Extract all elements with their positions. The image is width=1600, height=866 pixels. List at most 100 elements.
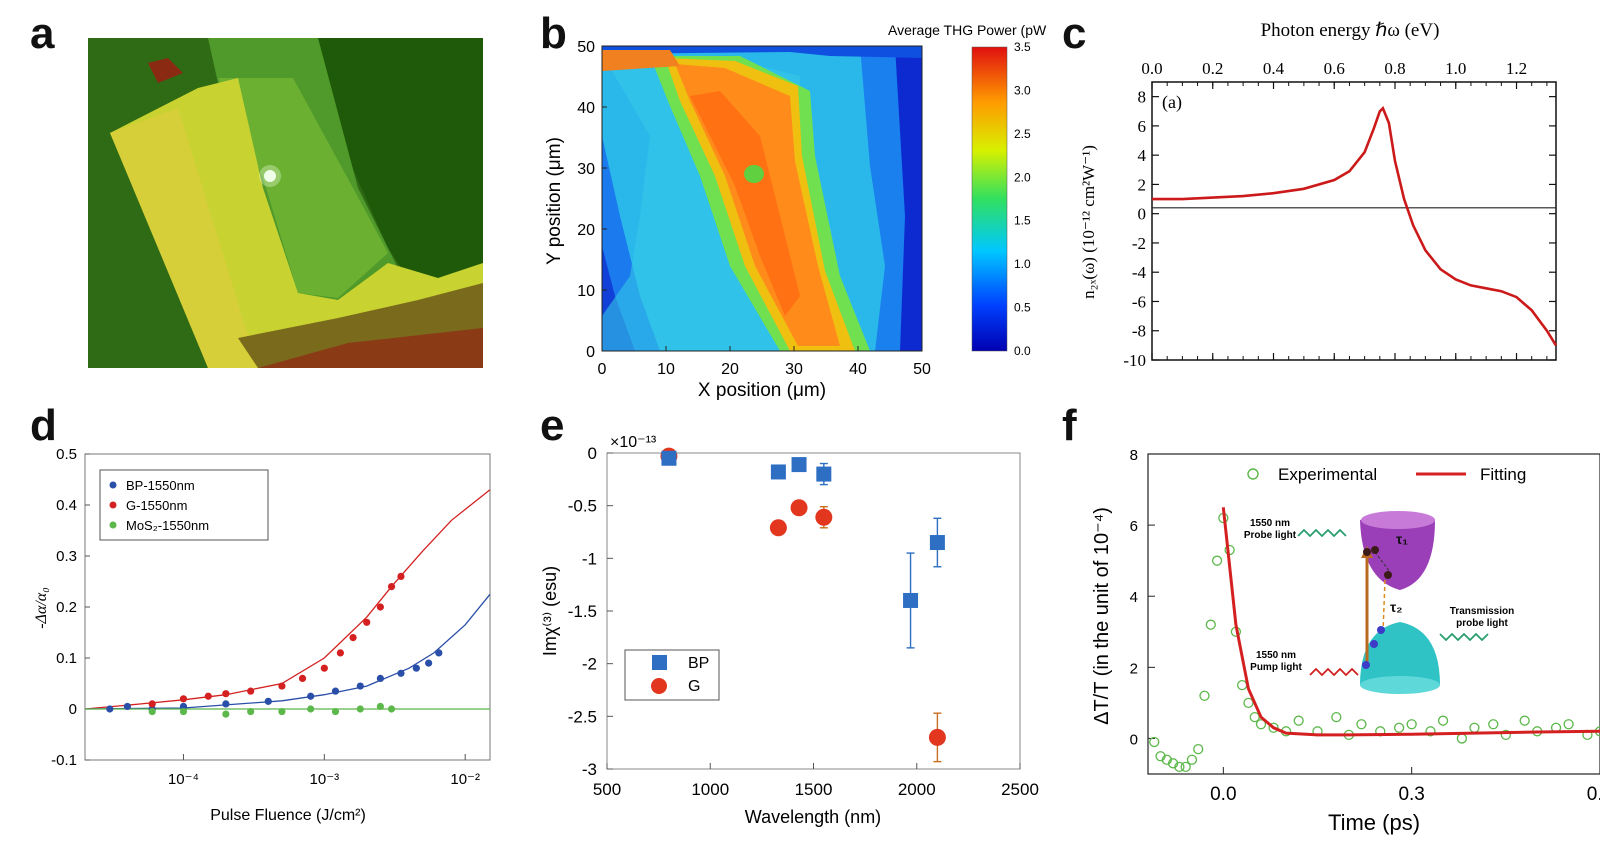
x-tick-label: 0.6 xyxy=(1587,784,1600,805)
y-tick-label: 6 xyxy=(1130,518,1138,535)
colorbar-tick-label: 2.5 xyxy=(1014,127,1031,141)
legend: BP-1550nm G-1550nm MoS₂-1550nm xyxy=(99,469,269,541)
data-point-experimental xyxy=(1255,719,1267,730)
data-points xyxy=(106,572,443,718)
x-tick-label: 20 xyxy=(721,361,739,378)
data-point-experimental xyxy=(1243,697,1254,709)
panel-label-d: d xyxy=(30,401,57,450)
optical-micrograph xyxy=(88,38,483,368)
y-tick-label: 0.4 xyxy=(56,497,77,514)
panel-label-b: b xyxy=(540,9,567,58)
data-point-experimental xyxy=(1356,719,1367,730)
y-tick-label: 8 xyxy=(1138,88,1147,107)
data-point-g xyxy=(148,700,156,708)
legend-fitting: Fitting xyxy=(1480,465,1526,484)
data-point-g xyxy=(349,634,357,642)
data-point-experimental xyxy=(1293,715,1304,726)
x-tick-label: 0.0 xyxy=(1210,784,1236,805)
data-point-bp xyxy=(770,464,786,480)
legend-experimental: Experimental xyxy=(1278,465,1377,484)
x-axis-ticks: 0.0 0.3 0.6 xyxy=(1210,767,1600,805)
data-point-bp xyxy=(929,535,945,551)
data-point-experimental xyxy=(1193,743,1204,755)
data-point-experimental xyxy=(1161,754,1172,765)
data-point-g xyxy=(336,649,344,657)
y-tick-label: -3 xyxy=(582,760,597,779)
x-axis-ticks: 10⁻⁴ 10⁻³ 10⁻² xyxy=(168,754,480,788)
data-point-experimental xyxy=(1268,722,1279,733)
transmission-wave xyxy=(1439,632,1489,642)
data-point-experimental xyxy=(1211,555,1223,566)
y-axis-ticks: 8 6 4 2 0 xyxy=(1130,447,1155,748)
x-tick-label: 1500 xyxy=(795,780,833,799)
x-tick-label: 10 xyxy=(657,361,675,378)
x-axis-label: Pulse Fluence (J/cm²) xyxy=(210,807,366,824)
y-tick-label: -10 xyxy=(1123,351,1146,370)
data-points xyxy=(660,447,946,763)
probe-label-1: 1550 nm xyxy=(1250,518,1290,529)
panel-label-f: f xyxy=(1062,401,1077,450)
panel-label-a: a xyxy=(30,9,55,58)
data-point-g xyxy=(204,692,212,700)
data-point-mos2 xyxy=(376,702,384,711)
legend: Experimental Fitting xyxy=(1247,465,1526,484)
y-tick-label: 2 xyxy=(1130,660,1138,677)
data-point-g xyxy=(222,690,230,698)
y-tick-label: -2.5 xyxy=(568,707,597,726)
data-point-experimental xyxy=(1500,729,1511,741)
data-point-bp xyxy=(376,674,384,682)
data-point-bp xyxy=(356,682,364,690)
colorbar-tick-label: 3.5 xyxy=(1014,40,1031,54)
x-tick-label: 500 xyxy=(593,780,621,799)
multiplier-label: ×10⁻¹³ xyxy=(610,434,657,451)
y-tick-label: 0.5 xyxy=(56,446,77,463)
y-axis-ticks: 0 -0.5 -1 -1.5 -2 -2.5 -3 xyxy=(568,444,613,779)
x-tick-label: 0 xyxy=(598,361,607,378)
data-point-bp xyxy=(264,697,272,705)
y-tick-label: 0.3 xyxy=(56,548,77,565)
data-point-bp xyxy=(397,669,405,677)
inset-label: (a) xyxy=(1162,92,1182,113)
data-point-g xyxy=(376,603,384,611)
y-axis-ticks: 0 10 20 30 40 50 xyxy=(577,39,607,361)
x-axis-label: Wavelength (nm) xyxy=(745,807,881,827)
x-tick-label: 40 xyxy=(849,361,867,378)
data-point-bp xyxy=(903,592,919,608)
x-axis-label: Time (ps) xyxy=(1328,810,1420,835)
x-axis-ticks: 500 1000 1500 2000 2500 xyxy=(593,763,1039,799)
data-point-bp xyxy=(307,692,315,700)
y-axis-label: ΔT/T (in the unit of 10⁻⁴) xyxy=(1091,507,1113,725)
legend-bp: BP xyxy=(688,655,709,672)
data-point-bp xyxy=(331,687,340,695)
data-point-bp xyxy=(425,659,433,667)
x-tick-label: 0.3 xyxy=(1398,784,1424,805)
x-tick-label: 0.0 xyxy=(1141,59,1162,78)
n2x-curve xyxy=(1152,106,1558,347)
data-point-mos2 xyxy=(331,707,340,716)
colorbar-tick-label: 0.0 xyxy=(1014,344,1031,358)
data-point-mos2 xyxy=(278,707,286,716)
data-point-g xyxy=(387,583,396,591)
colorbar xyxy=(971,46,1008,352)
data-point-experimental xyxy=(1469,722,1480,733)
data-point-g xyxy=(179,695,188,703)
y-tick-label: -0.5 xyxy=(568,497,597,516)
y-tick-label: 4 xyxy=(1130,589,1138,606)
data-point-g xyxy=(278,682,286,690)
data-point-experimental xyxy=(1456,733,1468,744)
colorbar-tick-label: 2.0 xyxy=(1014,170,1031,184)
y-tick-label: -1 xyxy=(582,549,597,568)
data-point-mos2 xyxy=(222,710,230,718)
y-tick-label: -2 xyxy=(582,655,597,674)
x-tick-label: 1.0 xyxy=(1445,59,1466,78)
data-point-experimental xyxy=(1563,719,1574,730)
y-tick-label: 0 xyxy=(586,344,595,361)
y-axis-label: -Δα/α₀ xyxy=(33,587,50,629)
legend-bp: BP-1550nm xyxy=(126,478,195,493)
band-diagram-inset: τ₁ τ₂ 1550 nm Probe light 1550 nm Pump l… xyxy=(1244,511,1514,694)
data-point-experimental xyxy=(1149,736,1160,748)
y-tick-label: 50 xyxy=(577,39,595,56)
y-tick-label: 4 xyxy=(1138,146,1147,165)
y-tick-label: 8 xyxy=(1130,447,1138,464)
